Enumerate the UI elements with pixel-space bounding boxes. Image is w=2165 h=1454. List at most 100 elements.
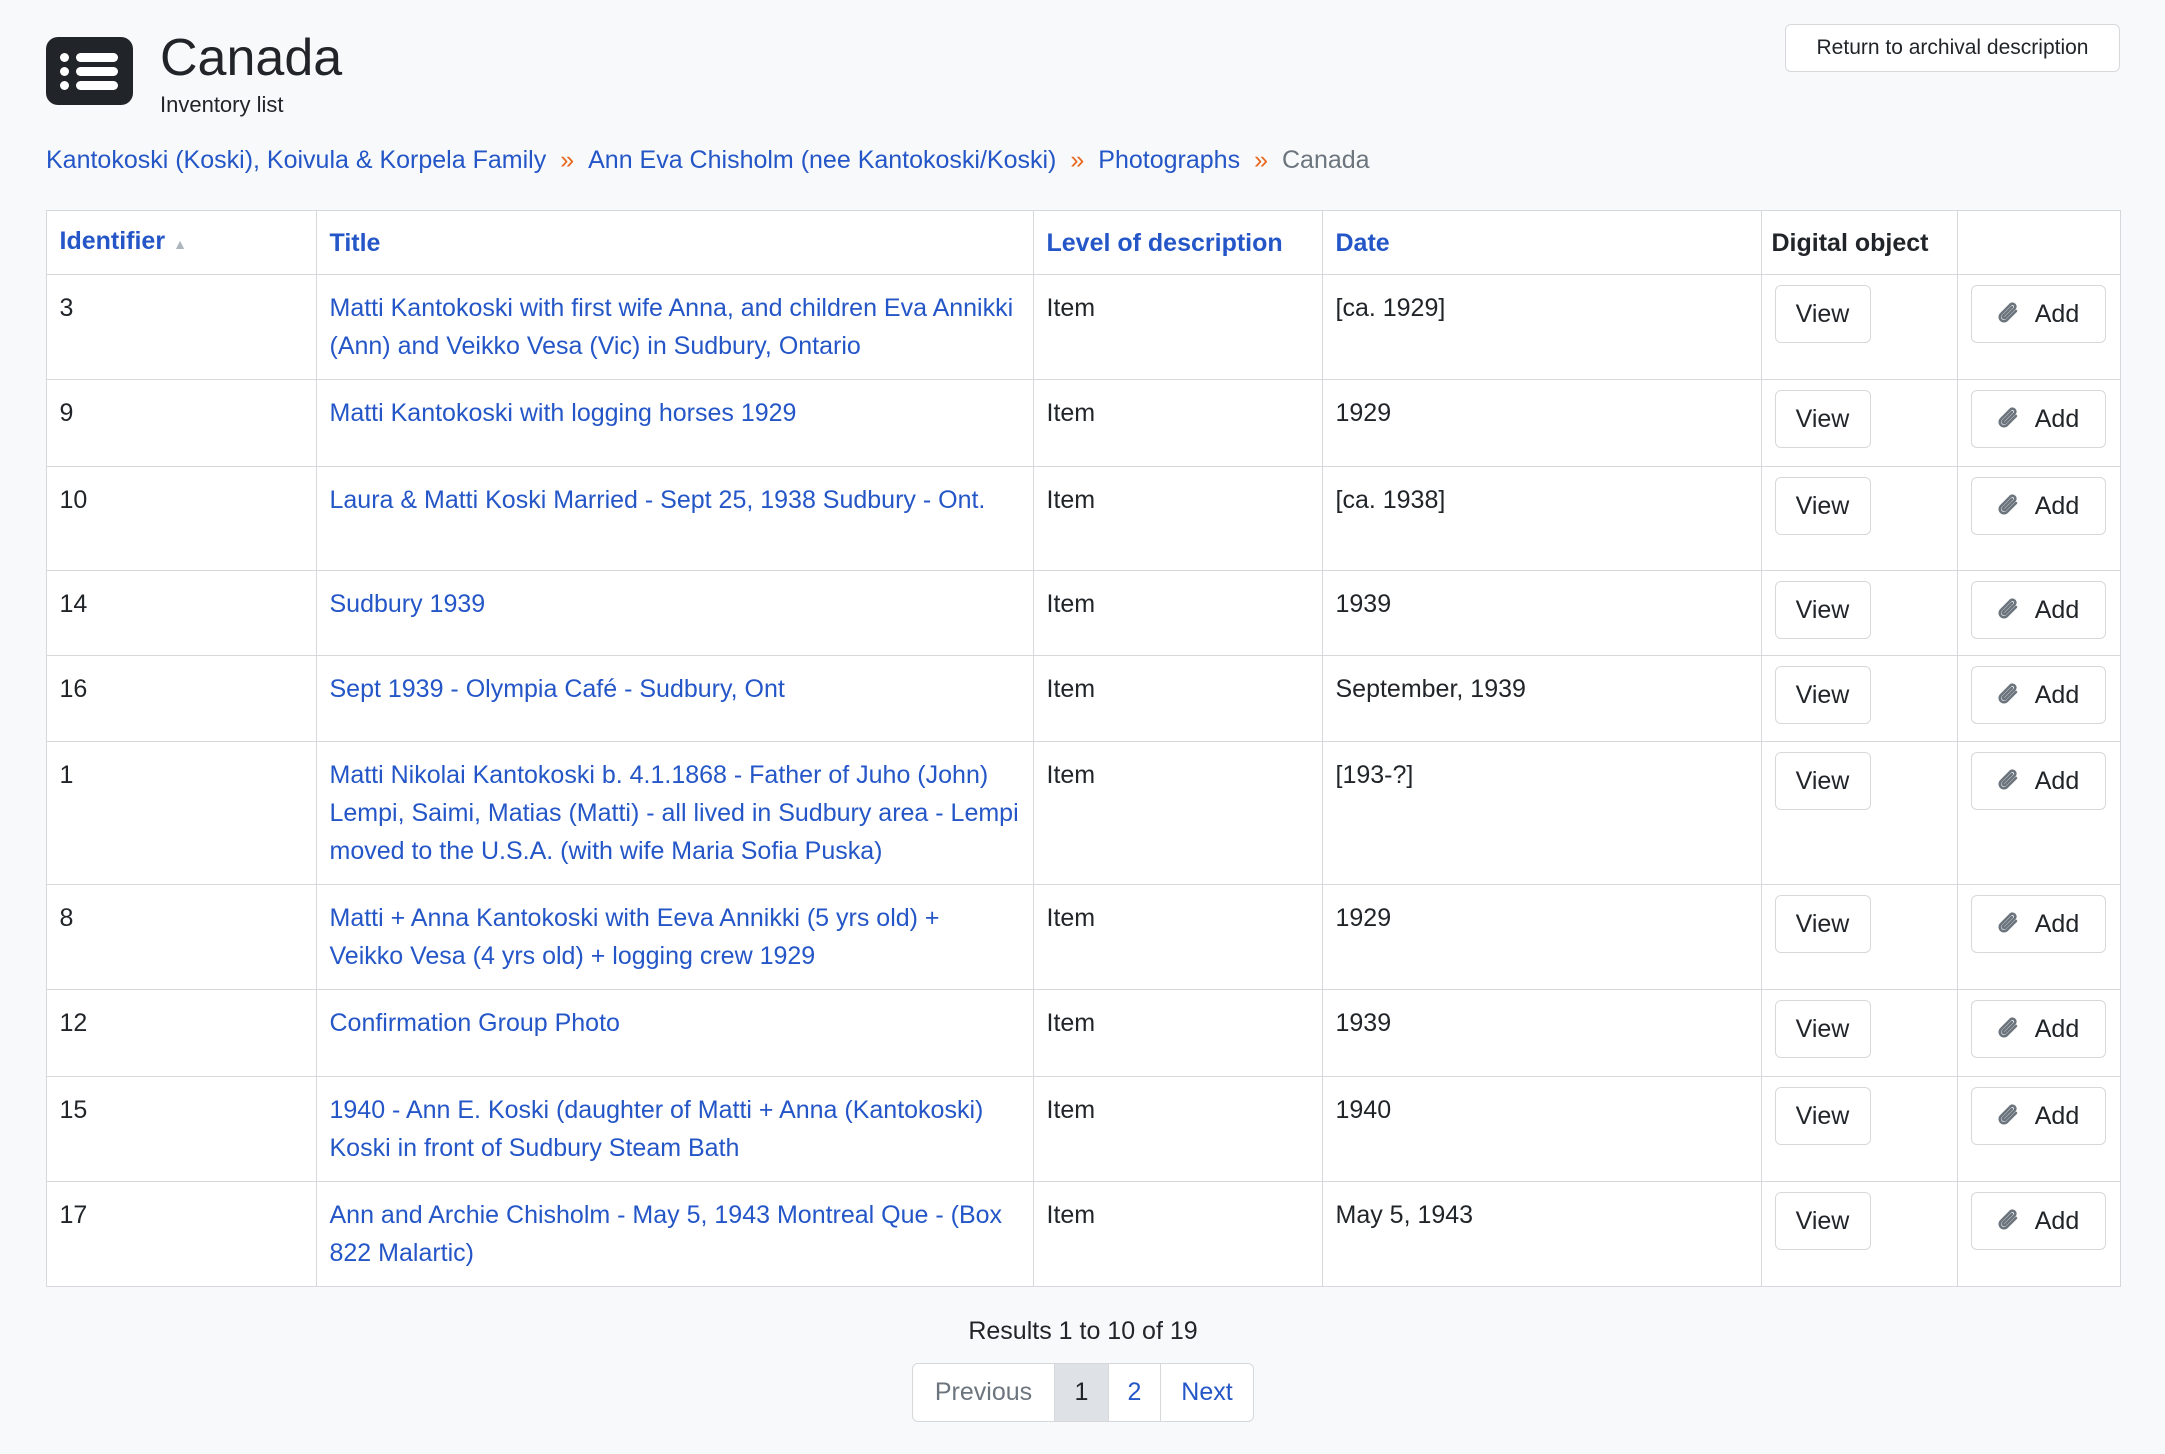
add-digital-object-button[interactable]: Add [1970,752,2106,810]
title-cell: Confirmation Group Photo [315,989,1034,1077]
add-label: Add [2034,910,2080,938]
level-cell: Item [1032,884,1323,990]
title-link[interactable]: Matti Nikolai Kantokoski b. 4.1.1868 - F… [329,761,1019,865]
identifier-cell: 8 [45,884,317,990]
view-button[interactable]: View [1774,1087,1871,1145]
add-digital-object-button[interactable]: Add [1970,285,2106,343]
pagination: Previous 1 2 Next [912,1363,1254,1422]
paperclip-icon [1997,911,2035,937]
add-digital-object-button[interactable]: Add [1970,666,2106,724]
view-button[interactable]: View [1774,752,1871,810]
column-header-digital-object: Digital object [1760,210,1958,275]
add-digital-object-button[interactable]: Add [1970,1000,2106,1058]
level-cell: Item [1032,466,1323,571]
digital-object-cell: View [1760,884,1958,990]
main-content: Identifier ▲ Title Level of description D… [45,210,2121,1422]
add-digital-object-button[interactable]: Add [1970,1192,2106,1250]
add-label: Add [2034,405,2080,433]
sort-title-link[interactable]: Title [329,228,381,257]
add-cell: Add [1956,1076,2121,1182]
column-header-level[interactable]: Level of description [1032,210,1323,275]
table-row: 17 Ann and Archie Chisholm - May 5, 1943… [45,1181,2121,1287]
column-header-title[interactable]: Title [315,210,1034,275]
identifier-cell: 9 [45,379,317,467]
column-header-date[interactable]: Date [1321,210,1762,275]
digital-object-cell: View [1760,570,1958,656]
page-header: Canada Inventory list [46,30,342,118]
title-link[interactable]: Sudbury 1939 [329,590,486,618]
paperclip-icon [1997,1208,2035,1234]
table-header-row: Identifier ▲ Title Level of description D… [45,210,2121,275]
view-button[interactable]: View [1774,666,1871,724]
digital-object-cell: View [1760,466,1958,571]
view-button[interactable]: View [1774,390,1871,448]
breadcrumb-item[interactable]: Ann Eva Chisholm (nee Kantokoski/Koski) [588,146,1057,174]
breadcrumb-item[interactable]: Kantokoski (Koski), Koivula & Korpela Fa… [46,146,547,174]
breadcrumb-item[interactable]: Photographs [1098,146,1241,174]
add-digital-object-button[interactable]: Add [1970,581,2106,639]
title-link[interactable]: Matti + Anna Kantokoski with Eeva Annikk… [329,904,940,970]
level-cell: Item [1032,379,1323,467]
date-cell: 1939 [1321,989,1762,1077]
page-1-button[interactable]: 1 [1054,1364,1108,1421]
date-cell: [ca. 1938] [1321,466,1762,571]
breadcrumb: Kantokoski (Koski), Koivula & Korpela Fa… [46,146,1370,175]
paperclip-icon [1997,493,2035,519]
digital-object-cell: View [1760,1076,1958,1182]
date-cell: 1929 [1321,379,1762,467]
level-cell: Item [1032,741,1323,885]
column-header-identifier[interactable]: Identifier ▲ [45,210,317,275]
identifier-cell: 17 [45,1181,317,1287]
title-cell: Sept 1939 - Olympia Café - Sudbury, Ont [315,655,1034,742]
add-digital-object-button[interactable]: Add [1970,477,2106,535]
view-button[interactable]: View [1774,285,1871,343]
title-link[interactable]: Laura & Matti Koski Married - Sept 25, 1… [329,486,986,514]
level-cell: Item [1032,655,1323,742]
table-row: 8 Matti + Anna Kantokoski with Eeva Anni… [45,884,2121,990]
add-digital-object-button[interactable]: Add [1970,1087,2106,1145]
breadcrumb-current: Canada [1281,146,1370,174]
level-cell: Item [1032,274,1323,380]
title-link[interactable]: Sept 1939 - Olympia Café - Sudbury, Ont [329,675,785,703]
paperclip-icon [1997,768,2035,794]
page-subtitle: Inventory list [160,92,284,117]
view-button[interactable]: View [1774,895,1871,953]
add-label: Add [2034,1015,2080,1043]
column-header-actions [1956,210,2121,275]
paperclip-icon [1997,301,2035,327]
add-cell: Add [1956,989,2121,1077]
next-page-button[interactable]: Next [1160,1364,1253,1421]
return-to-archival-description-button[interactable]: Return to archival description [1785,24,2120,72]
title-link[interactable]: Matti Kantokoski with logging horses 192… [329,399,797,427]
paperclip-icon [1997,682,2035,708]
add-digital-object-button[interactable]: Add [1970,390,2106,448]
add-label: Add [2034,300,2080,328]
title-link[interactable]: Ann and Archie Chisholm - May 5, 1943 Mo… [329,1201,1003,1267]
identifier-cell: 12 [45,989,317,1077]
table-row: 14 Sudbury 1939 Item 1939 View Add [45,570,2121,656]
table-row: 9 Matti Kantokoski with logging horses 1… [45,379,2121,467]
date-cell: 1939 [1321,570,1762,656]
identifier-cell: 10 [45,466,317,571]
title-link[interactable]: Matti Kantokoski with first wife Anna, a… [329,294,1014,360]
page-2-button[interactable]: 2 [1108,1364,1160,1421]
add-cell: Add [1956,466,2121,571]
sort-level-link[interactable]: Level of description [1046,228,1283,257]
view-button[interactable]: View [1774,1192,1871,1250]
table-row: 3 Matti Kantokoski with first wife Anna,… [45,274,2121,380]
view-button[interactable]: View [1774,477,1871,535]
level-cell: Item [1032,1181,1323,1287]
title-link[interactable]: Confirmation Group Photo [329,1009,620,1037]
view-button[interactable]: View [1774,1000,1871,1058]
title-cell: Laura & Matti Koski Married - Sept 25, 1… [315,466,1034,571]
add-digital-object-button[interactable]: Add [1970,895,2106,953]
paperclip-icon [1997,1103,2035,1129]
view-button[interactable]: View [1774,581,1871,639]
sort-identifier-link[interactable]: Identifier [59,227,166,255]
table-row: 15 1940 - Ann E. Koski (daughter of Matt… [45,1076,2121,1182]
sort-date-link[interactable]: Date [1335,228,1390,257]
add-label: Add [2034,681,2080,709]
add-cell: Add [1956,379,2121,467]
title-link[interactable]: 1940 - Ann E. Koski (daughter of Matti +… [329,1096,984,1162]
identifier-cell: 15 [45,1076,317,1182]
